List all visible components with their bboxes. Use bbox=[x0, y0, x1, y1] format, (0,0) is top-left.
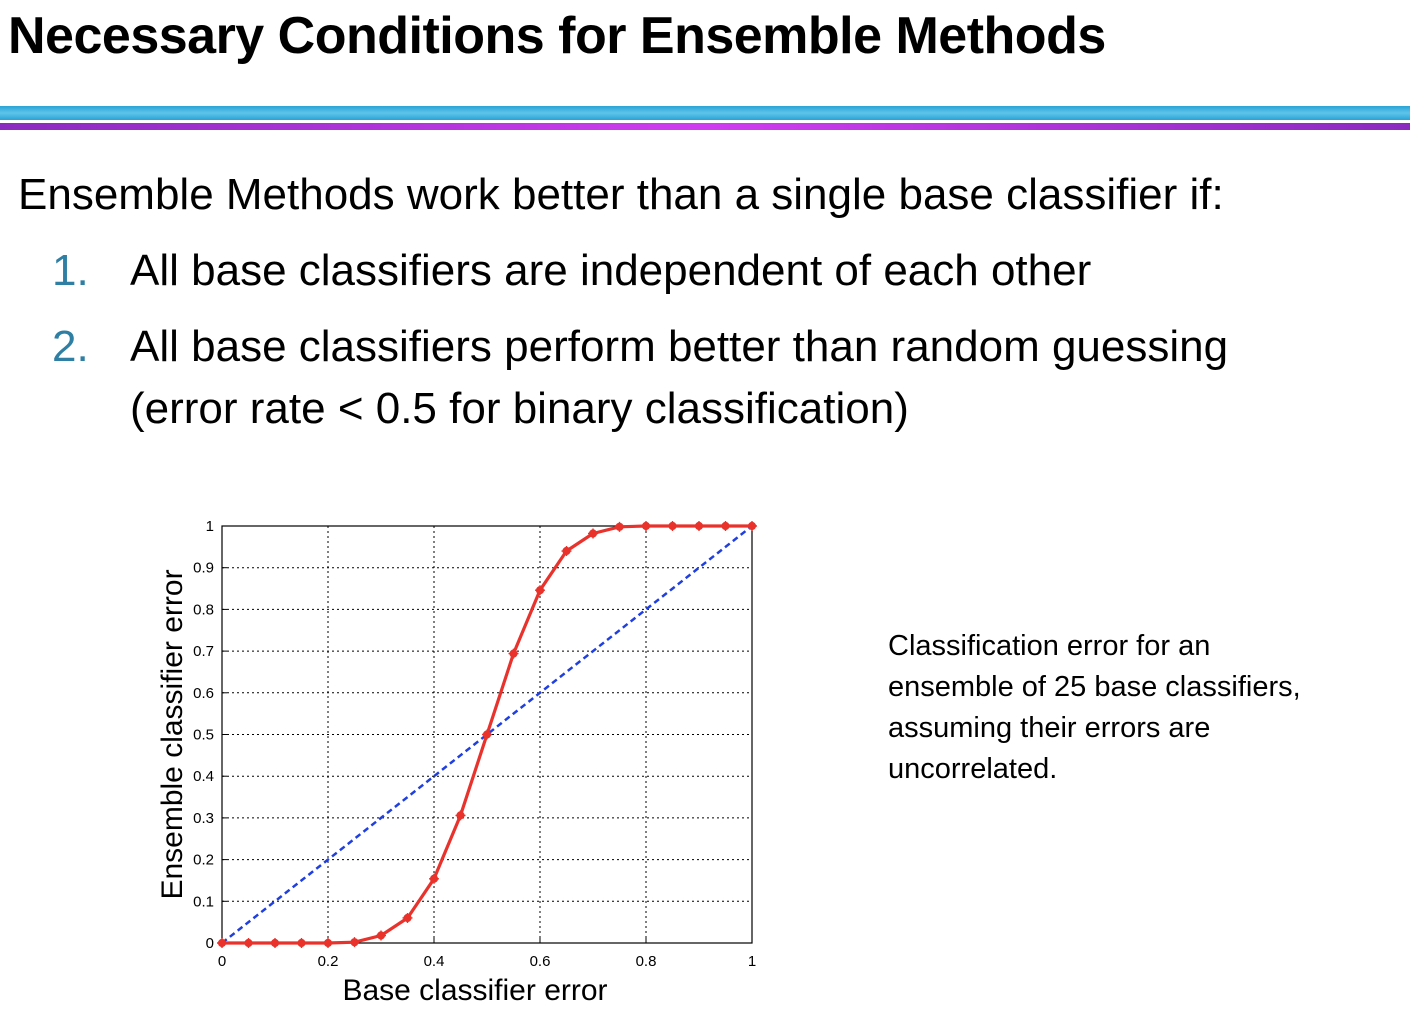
y-tick-label: 0 bbox=[206, 935, 214, 952]
y-tick-label: 0.8 bbox=[193, 601, 214, 618]
x-tick-label: 0 bbox=[218, 953, 226, 970]
data-point-marker bbox=[667, 521, 678, 531]
condition-2-text: All base classifiers perform better than… bbox=[130, 322, 1229, 371]
condition-2-number: 2. bbox=[52, 322, 89, 371]
data-point-marker bbox=[429, 873, 439, 884]
data-point-marker bbox=[508, 648, 519, 659]
chart-caption: Classification error for an ensemble of … bbox=[888, 626, 1408, 790]
condition-2: 2. All base classifiers perform better th… bbox=[52, 322, 1228, 372]
data-point-marker bbox=[694, 521, 704, 531]
data-point-marker bbox=[217, 938, 227, 948]
y-tick-label: 0.9 bbox=[193, 560, 214, 577]
data-point-marker bbox=[455, 810, 466, 821]
x-axis-label: Base classifier error bbox=[342, 974, 607, 1007]
caption-line-4: uncorrelated. bbox=[888, 753, 1058, 785]
y-tick-label: 1 bbox=[206, 518, 214, 535]
x-tick-label: 0.6 bbox=[530, 953, 551, 970]
condition-2-text-line2: (error rate < 0.5 for binary classificat… bbox=[130, 384, 909, 433]
y-tick-label: 0.7 bbox=[193, 643, 214, 660]
data-point-marker bbox=[720, 521, 731, 531]
intro-text: Ensemble Methods work better than a sing… bbox=[18, 170, 1224, 219]
y-tick-label: 0.6 bbox=[193, 685, 214, 702]
data-point-marker bbox=[349, 937, 360, 948]
data-point-marker bbox=[270, 938, 280, 948]
data-point-marker bbox=[243, 938, 254, 948]
data-point-marker bbox=[588, 528, 598, 539]
slide-title: Necessary Conditions for Ensemble Method… bbox=[8, 7, 1106, 65]
ensemble-error-chart: 0 0.2 0.4 0.6 0.8 1 0 0.1 0.2 0.3 0.4 0.5 0.6 0.7 0.8 0… bbox=[156, 518, 757, 1007]
y-tick-label: 0.1 bbox=[193, 893, 214, 910]
data-point-marker bbox=[641, 521, 651, 531]
y-tick-label: 0.2 bbox=[193, 852, 214, 869]
title-rule-purple bbox=[0, 123, 1410, 130]
condition-1-text: All base classifiers are independent of … bbox=[130, 246, 1092, 295]
x-tick-label: 1 bbox=[748, 953, 756, 970]
condition-1-number: 1. bbox=[52, 246, 89, 295]
data-point-marker bbox=[376, 930, 386, 941]
chart-container: 0 0.2 0.4 0.6 0.8 1 0 0.1 0.2 0.3 0.4 0.5 0.6 0.7 0.8 0… bbox=[140, 505, 780, 1008]
x-tick-label: 0.2 bbox=[318, 953, 339, 970]
x-tick-label: 0.8 bbox=[636, 953, 657, 970]
series-line-random-guess bbox=[221, 525, 753, 944]
y-tick-label: 0.5 bbox=[193, 727, 214, 744]
data-point-marker bbox=[482, 729, 492, 740]
data-point-marker bbox=[323, 938, 333, 948]
title-rule-blue bbox=[0, 106, 1410, 120]
caption-line-2: ensemble of 25 base classifiers, bbox=[888, 671, 1301, 703]
data-point-marker bbox=[402, 912, 413, 923]
y-tick-label: 0.3 bbox=[193, 810, 214, 827]
caption-line-1: Classification error for an bbox=[888, 630, 1211, 662]
caption-line-3: assuming their errors are bbox=[888, 712, 1211, 744]
x-tick-label: 0.4 bbox=[424, 953, 445, 970]
data-point-marker bbox=[747, 521, 757, 531]
y-tick-label: 0.4 bbox=[193, 768, 214, 785]
data-point-marker bbox=[296, 938, 307, 948]
condition-1: 1. All base classifiers are independent o… bbox=[52, 246, 1091, 296]
data-point-marker bbox=[561, 546, 572, 557]
y-axis-label: Ensemble classifier error bbox=[156, 569, 189, 899]
data-point-marker bbox=[614, 521, 625, 532]
data-point-marker bbox=[535, 585, 545, 596]
